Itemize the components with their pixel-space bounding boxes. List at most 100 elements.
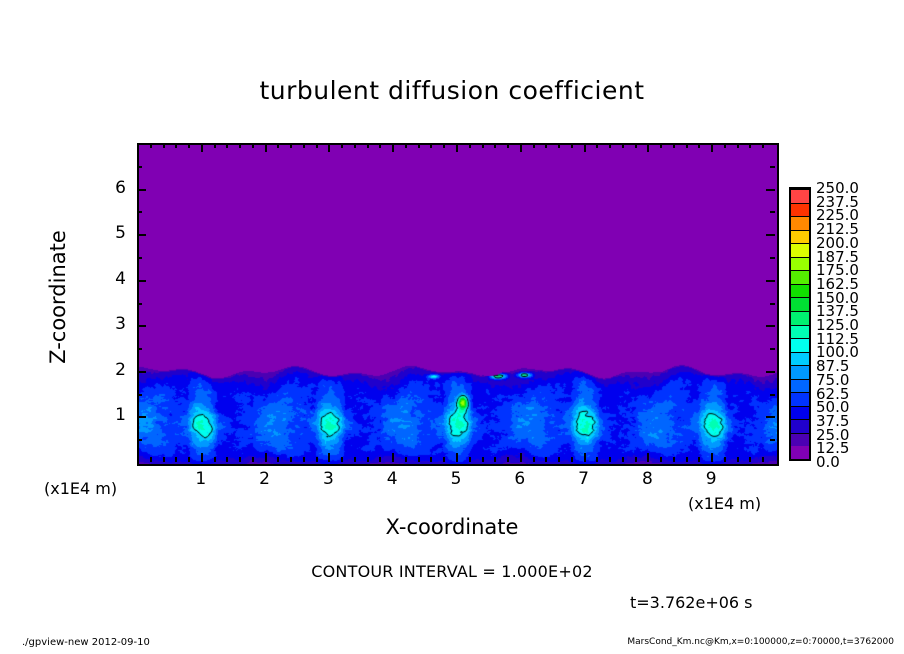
colorbar-tick-label: 125.0	[816, 316, 859, 334]
colorbar-segment	[791, 297, 809, 311]
x-axis-title: X-coordinate	[385, 515, 519, 539]
y-tick-label: 2	[115, 359, 126, 380]
y-minor-tick	[137, 166, 142, 168]
colorbar-segment	[791, 189, 809, 203]
x-minor-tick-top	[482, 143, 484, 148]
x-minor-tick-top	[367, 143, 369, 148]
heatmap-field	[139, 145, 777, 464]
colorbar-segment	[791, 270, 809, 284]
colorbar-segment	[791, 419, 809, 433]
x-minor-tick	[277, 457, 279, 462]
x-minor-tick-top	[239, 143, 241, 148]
x-minor-tick-top	[596, 143, 598, 148]
y-tick-label: 1	[115, 405, 126, 426]
x-major-tick-top	[584, 143, 586, 152]
x-minor-tick-top	[290, 143, 292, 148]
colorbar-tick-label: 150.0	[816, 288, 859, 307]
x-minor-tick-top	[188, 143, 190, 148]
x-minor-tick	[635, 457, 637, 462]
x-unit-left: (x1E4 m)	[44, 479, 118, 498]
x-minor-tick-top	[558, 143, 560, 148]
x-major-tick	[265, 453, 267, 462]
x-minor-tick	[418, 457, 420, 462]
y-major-tick	[137, 416, 146, 418]
time-annotation: t=3.762e+06 s	[630, 593, 753, 612]
x-minor-tick-top	[150, 143, 152, 148]
x-major-tick	[392, 453, 394, 462]
colorbar-tick-label: 175.0	[816, 261, 859, 280]
x-major-tick-top	[392, 143, 394, 152]
colorbar-segment	[791, 405, 809, 420]
x-minor-tick	[749, 457, 751, 462]
y-major-tick-right	[766, 189, 775, 191]
x-minor-tick	[163, 457, 165, 462]
x-minor-tick	[596, 457, 598, 462]
x-minor-tick	[724, 457, 726, 462]
x-minor-tick-top	[354, 143, 356, 148]
colorbar-tick-label: 225.0	[816, 206, 859, 225]
colorbar-tick-label: 62.5	[816, 384, 850, 403]
x-minor-tick	[762, 457, 764, 462]
colorbar-segment	[791, 446, 809, 459]
x-major-tick-top	[520, 143, 522, 152]
x-major-tick	[328, 453, 330, 462]
x-minor-tick	[214, 457, 216, 462]
x-minor-tick-top	[226, 143, 228, 148]
x-minor-tick-top	[545, 143, 547, 148]
x-minor-tick	[469, 457, 471, 462]
y-minor-tick-right	[770, 211, 775, 213]
x-minor-tick-top	[698, 143, 700, 148]
x-tick-label: 2	[259, 469, 270, 489]
x-minor-tick-top	[303, 143, 305, 148]
x-minor-tick-top	[252, 143, 254, 148]
x-major-tick-top	[328, 143, 330, 152]
colorbar-tick-label: 200.0	[816, 233, 859, 252]
y-tick-label: 4	[115, 268, 126, 289]
x-tick-label: 3	[322, 469, 334, 489]
colorbar-labels: 0.0 12.5 25.0 37.5 50.0 62.5 75.0 87.5 100.0 112.…	[816, 181, 896, 471]
colorbar-tick-label: 75.0	[816, 370, 850, 389]
x-minor-tick-top	[571, 143, 573, 148]
x-unit-right: (x1E4 m)	[688, 494, 762, 513]
x-minor-tick	[494, 457, 496, 462]
y-minor-tick-right	[770, 394, 775, 396]
x-tick-label: 5	[450, 469, 462, 489]
y-major-tick	[137, 325, 146, 327]
colorbar-segment	[791, 310, 809, 325]
colorbar-segment	[791, 338, 809, 352]
x-minor-tick-top	[609, 143, 611, 148]
x-minor-tick	[660, 457, 662, 462]
x-minor-tick	[290, 457, 292, 462]
x-tick-label: 6	[514, 469, 526, 489]
x-minor-tick	[405, 457, 407, 462]
x-minor-tick-top	[430, 143, 432, 148]
x-minor-tick	[507, 457, 509, 462]
colorbar-tick-label: 187.5	[816, 247, 859, 266]
x-minor-tick-top	[163, 143, 165, 148]
x-minor-tick-top	[494, 143, 496, 148]
footer-right: MarsCond_Km.nc@Km,x=0:100000,z=0:70000,t…	[627, 637, 894, 647]
x-minor-tick	[482, 457, 484, 462]
colorbar-segment	[791, 365, 809, 379]
x-minor-tick	[443, 457, 445, 462]
colorbar-tick-label: 162.5	[816, 274, 859, 293]
x-minor-tick-top	[418, 143, 420, 148]
colorbar-segment	[791, 392, 809, 406]
y-minor-tick-right	[770, 348, 775, 350]
x-major-tick-top	[711, 143, 713, 152]
y-minor-tick	[137, 257, 142, 259]
x-minor-tick	[673, 457, 675, 462]
y-minor-tick-right	[770, 303, 775, 305]
x-tick-label: 4	[386, 469, 398, 489]
x-minor-tick-top	[507, 143, 509, 148]
y-major-tick	[137, 371, 146, 373]
colorbar-segment	[791, 243, 809, 257]
colorbar-segment	[791, 432, 809, 447]
x-minor-tick	[239, 457, 241, 462]
colorbar-tick-label: 87.5	[816, 357, 850, 376]
colorbar-segment	[791, 351, 809, 366]
contour-interval-note: CONTOUR INTERVAL = 1.000E+02	[311, 562, 593, 581]
x-minor-tick	[303, 457, 305, 462]
x-tick-label: 1	[195, 469, 207, 489]
